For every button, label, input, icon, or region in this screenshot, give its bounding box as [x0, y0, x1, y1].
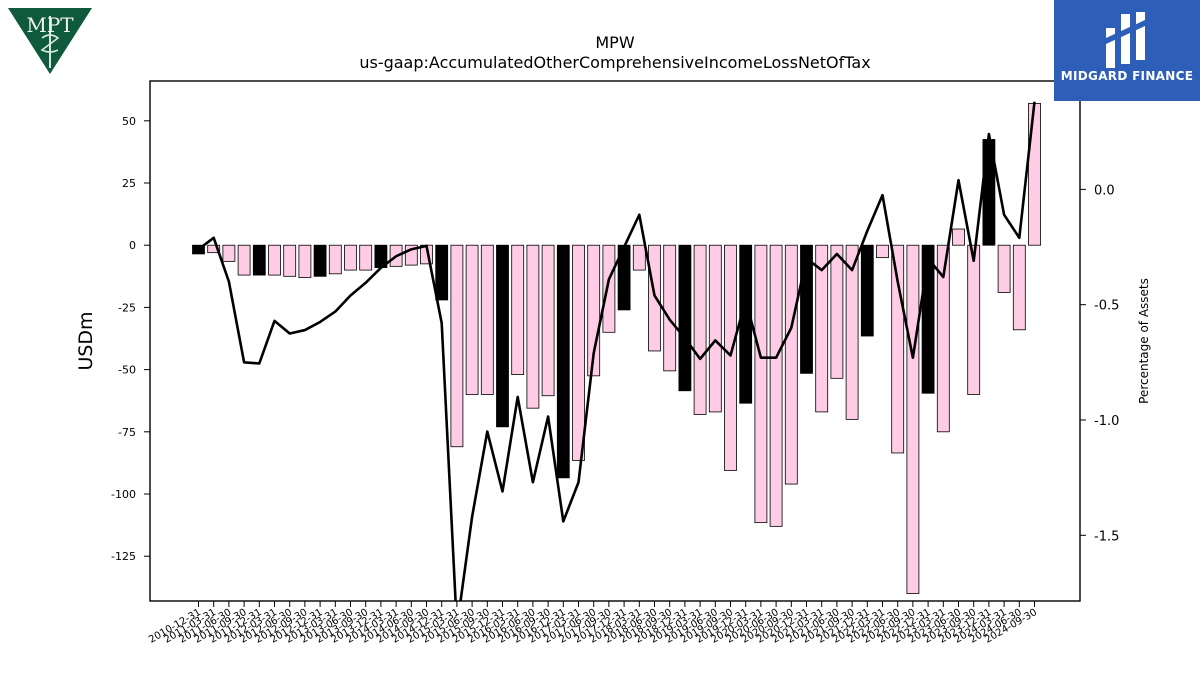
bar: [1028, 102, 1041, 246]
bar: [237, 244, 251, 276]
bars-group: [192, 102, 1041, 594]
y2-tick-label: -1.0: [1094, 414, 1119, 429]
bar: [450, 244, 464, 448]
y-tick-label: -50: [118, 364, 136, 377]
bar: [876, 244, 889, 259]
bar: [632, 244, 646, 271]
bar: [693, 244, 707, 415]
bar: [313, 244, 327, 277]
bar: [739, 244, 753, 404]
bar: [207, 244, 221, 254]
y-axis-left: 50 25 0 -25 -50 -75 -100 -125: [111, 115, 150, 563]
y-axis-right: 0.0 -0.5 -1.0 -1.5: [1080, 183, 1119, 544]
mpt-logo: MPT: [8, 6, 92, 76]
bar: [192, 244, 205, 255]
y2-tick-label: -1.5: [1094, 529, 1119, 544]
bar: [298, 244, 312, 278]
bar: [784, 244, 798, 485]
midgard-finance-name: MIDGARD FINANCE: [1060, 69, 1194, 83]
bar: [359, 244, 373, 271]
bar: [602, 244, 616, 333]
y2-tick-label: -0.5: [1094, 299, 1119, 314]
bar: [648, 244, 661, 352]
bar: [344, 244, 357, 271]
bar: [708, 244, 722, 413]
y2-tick-label: 0.0: [1094, 183, 1115, 198]
bar: [541, 244, 555, 397]
bar: [967, 244, 981, 395]
bar: [556, 244, 570, 479]
y-tick-label: -100: [111, 488, 136, 501]
midgard-finance-logo: MIDGARD FINANCE: [1054, 0, 1200, 101]
line-group: [197, 101, 1036, 601]
y2-axis-label: Percentage of Assets: [1137, 278, 1151, 404]
bar: [328, 244, 342, 275]
chart-title: MPW: [595, 33, 634, 52]
bar: [952, 228, 965, 246]
bar: [663, 244, 677, 372]
bar: [465, 244, 479, 395]
y-tick-label: 0: [129, 239, 136, 252]
bar: [921, 244, 935, 394]
bar: [830, 244, 844, 379]
bar: [754, 244, 768, 524]
bar: [252, 244, 266, 276]
bar: [860, 244, 874, 337]
mpt-logo-text: MPT: [26, 13, 74, 37]
bar: [435, 244, 449, 301]
bar: [572, 244, 585, 461]
y-tick-label: -75: [118, 426, 136, 439]
bar: [268, 244, 281, 276]
bar: [526, 244, 540, 409]
y-tick-label: 50: [122, 115, 136, 128]
bar: [678, 244, 692, 392]
bar: [724, 244, 737, 471]
y-axis-label: USDm: [75, 311, 97, 370]
series-line-percentage-of-assets: [197, 101, 1036, 601]
bar: [496, 244, 509, 428]
bar: [906, 244, 920, 594]
bar: [511, 244, 525, 375]
chart-subtitle: us-gaap:AccumulatedOtherComprehensiveInc…: [359, 53, 870, 72]
bar: [936, 244, 950, 433]
y-tick-label: 25: [122, 177, 136, 190]
bar: [845, 244, 859, 420]
bar: [769, 244, 783, 527]
bar: [1012, 244, 1026, 331]
bar: [997, 244, 1011, 293]
bar: [815, 244, 829, 413]
bar: [283, 244, 297, 277]
x-axis: 2010-12-312011-03-312011-06-302011-09-30…: [147, 601, 1039, 646]
plot-frame: [149, 80, 1081, 602]
y-tick-label: -25: [118, 301, 136, 314]
bar: [480, 244, 494, 395]
y-tick-label: -125: [111, 550, 136, 563]
bar: [222, 244, 236, 262]
